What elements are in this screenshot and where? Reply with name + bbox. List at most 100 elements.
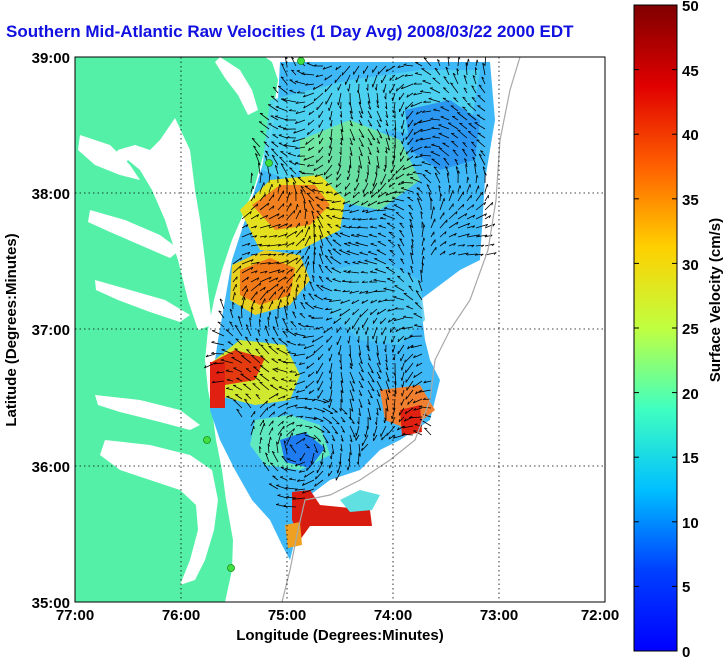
velocity-arrow-head [367,100,371,104]
velocity-arrow-head [273,403,276,407]
velocity-arrow-head [277,176,280,180]
velocity-arrow [429,87,441,94]
velocity-arrow-head [482,166,486,170]
velocity-arrow-head [397,65,401,68]
velocity-arrow-head [384,206,388,209]
velocity-arrow-head [470,195,472,199]
velocity-arrow-head [312,219,316,223]
velocity-arrow [370,182,378,195]
velocity-arrow [410,146,423,153]
velocity-arrow [462,96,468,103]
velocity-arrow-head [313,168,316,172]
velocity-arrow [349,110,354,120]
velocity-arrow [423,57,432,67]
velocity-arrow-head [328,153,330,157]
velocity-arrow [264,325,270,337]
velocity-arrow-head [349,366,353,370]
velocity-arrow [204,362,216,369]
velocity-arrow [295,424,303,427]
velocity-arrow [415,290,423,301]
velocity-arrow-head [299,313,303,315]
velocity-arrow-head [433,166,437,169]
velocity-arrow-head [431,126,435,129]
velocity-arrow [358,371,365,381]
velocity-arrow [418,389,432,393]
velocity-arrow-head [359,405,363,408]
velocity-arrow-head [342,289,346,293]
velocity-arrow-head [376,100,379,104]
velocity-arrow-head [246,276,249,280]
velocity-arrow [259,381,270,391]
velocity-arrow-head [250,259,254,263]
velocity-arrow [280,466,288,472]
velocity-arrow [438,124,450,130]
velocity-arrow [448,190,454,202]
velocity-arrow-head [392,155,395,159]
velocity-arrow [299,470,306,473]
velocity-arrow-head [350,234,355,236]
radar-site-marker [227,564,235,572]
velocity-arrow [293,128,306,134]
velocity-arrow-head [288,108,292,111]
velocity-arrow-head [402,167,406,171]
velocity-arrow [301,73,315,76]
velocity-arrow-head [352,261,356,263]
velocity-arrow [347,242,360,247]
velocity-arrow-head [238,315,241,319]
velocity-arrow [474,164,477,175]
velocity-arrow-head [239,265,242,269]
velocity-arrow [328,470,333,477]
velocity-arrow-head [325,183,329,186]
velocity-arrow [288,160,297,166]
colorbar-tick-label: 20 [682,386,699,403]
velocity-arrow-head [359,251,363,254]
velocity-arrow [430,246,437,256]
velocity-arrow [406,110,414,120]
velocity-arrow-head [378,299,381,303]
velocity-arrow [250,299,255,310]
velocity-arrow-head [462,148,466,151]
velocity-arrow-head [488,215,491,219]
velocity-arrow [392,155,396,165]
velocity-arrow-head [260,365,264,367]
velocity-arrow [387,308,396,312]
velocity-arrow-head [374,340,377,344]
velocity-arrow-head [323,330,326,334]
velocity-arrow [259,193,266,202]
velocity-arrow [439,231,447,238]
velocity-arrow-head [413,92,416,96]
velocity-arrow-head [346,467,349,471]
velocity-arrow [420,137,432,141]
velocity-arrow-head [462,244,466,247]
velocity-arrow-head [452,149,456,152]
velocity-arrow-head [260,437,263,441]
velocity-arrow-head [328,398,331,402]
velocity-arrow [262,462,270,472]
velocity-arrow-head [415,290,419,293]
velocity-arrow-head [387,319,391,323]
velocity-arrow [318,110,324,119]
velocity-arrow [295,274,301,283]
velocity-arrow [329,353,333,362]
velocity-arrow-head [386,397,390,401]
velocity-arrow [367,137,373,146]
velocity-arrow-head [400,125,403,129]
velocity-arrow [330,371,333,381]
velocity-arrow-head [379,216,383,219]
velocity-vectors [204,57,497,508]
velocity-arrow [339,249,351,256]
velocity-arrow [285,487,297,490]
velocity-arrow [415,155,423,159]
velocity-arrow-head [393,127,397,131]
velocity-arrow-head [401,384,403,388]
velocity-arrow [361,200,369,206]
velocity-arrow [337,164,342,175]
velocity-arrow [451,133,459,139]
velocity-arrow-head [300,301,304,305]
velocity-arrow-head [491,202,494,206]
velocity-arrow [312,261,315,274]
velocity-arrow-head [401,393,403,397]
velocity-arrow [349,146,353,156]
velocity-arrow [467,131,477,139]
velocity-arrow [225,329,234,337]
